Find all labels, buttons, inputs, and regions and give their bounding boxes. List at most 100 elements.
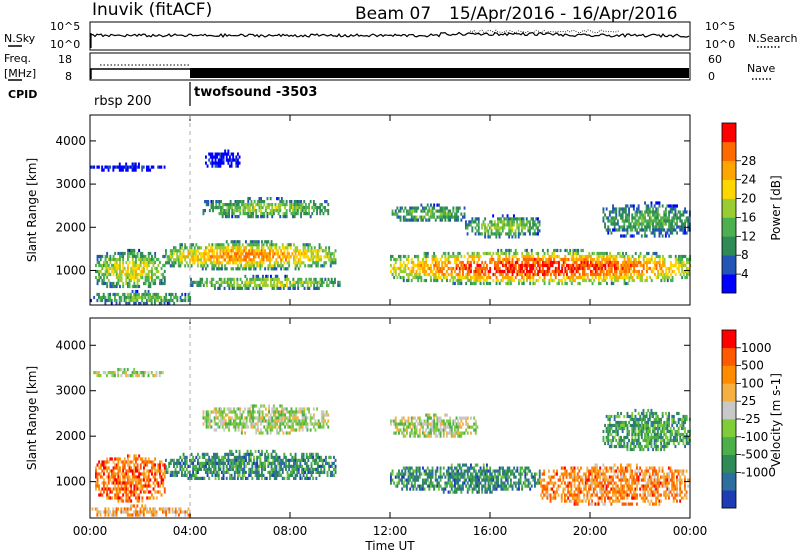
- power-echo-cell: [283, 261, 286, 265]
- power-echo-cell: [185, 261, 188, 265]
- nsearch-trace: [469, 29, 621, 34]
- power-echo-cell: [510, 263, 512, 268]
- power-echo-cell: [240, 249, 243, 253]
- velocity-echo-cell: [216, 416, 219, 420]
- power-echo-cell: [165, 295, 168, 300]
- power-echo-cell: [506, 278, 509, 283]
- velocity-echo-cell: [173, 461, 175, 465]
- power-echo-cell: [452, 278, 455, 283]
- velocity-echo-cell: [317, 455, 319, 459]
- power-echo-cell: [311, 212, 314, 216]
- velocity-echo-cell: [244, 407, 246, 411]
- velocity-echo-cell: [240, 458, 243, 462]
- velocity-echo-cell: [470, 431, 472, 435]
- power-echo-cell: [498, 260, 501, 265]
- power-echo-cell: [228, 203, 230, 207]
- program-twofsound: twofsound -3503: [194, 85, 317, 100]
- power-echo-cell: [574, 272, 576, 277]
- power-echo-cell: [434, 275, 437, 280]
- power-echo-cell: [272, 267, 275, 271]
- velocity-echo-cell: [227, 461, 230, 465]
- power-echo-cell: [583, 275, 586, 280]
- velocity-echo-cell: [282, 410, 285, 414]
- power-echo-cell: [146, 278, 149, 283]
- power-echo-cell: [218, 277, 221, 281]
- power-echo-cell: [524, 263, 527, 268]
- velocity-echo-cell: [298, 410, 301, 414]
- power-echo-cell: [117, 292, 120, 297]
- power-echo-cell: [543, 278, 546, 283]
- power-echo-cell: [190, 243, 193, 247]
- power-echo-cell: [442, 215, 445, 219]
- power-echo-cell: [277, 203, 280, 207]
- power-echo-cell: [227, 152, 230, 156]
- power-echo-cell: [428, 272, 431, 277]
- power-echo-cell: [665, 266, 668, 271]
- power-echo-cell: [503, 275, 506, 280]
- velocity-echo-cell: [261, 467, 263, 471]
- power-echo-cell: [149, 260, 152, 265]
- power-colorbar-swatch: [722, 141, 736, 162]
- velocity-echo-cell: [297, 470, 300, 474]
- power-colorbar-label: Power [dB]: [769, 175, 783, 240]
- power-echo-cell: [107, 266, 110, 271]
- power-echo-cell: [650, 231, 653, 235]
- velocity-echo-cell: [195, 470, 198, 474]
- power-echo-cell: [460, 275, 463, 280]
- power-echo-cell: [245, 246, 247, 250]
- power-echo-cell: [610, 222, 613, 226]
- power-echo-cell: [529, 229, 531, 233]
- power-echo-cell: [117, 165, 120, 169]
- power-echo-cell: [484, 266, 487, 271]
- power-echo-cell: [607, 228, 610, 232]
- power-echo-cell: [232, 261, 235, 265]
- velocity-echo-cell: [268, 425, 270, 429]
- power-echo-cell: [327, 212, 330, 216]
- power-echo-cell: [470, 275, 472, 280]
- freq-unit-label: [MHz]: [4, 67, 36, 80]
- power-echo-cell: [604, 266, 607, 271]
- power-echo-cell: [530, 226, 533, 230]
- velocity-echo-cell: [323, 464, 326, 468]
- power-echo-cell: [479, 281, 482, 286]
- velocity-echo-cell: [239, 419, 242, 423]
- velocity-echo-cell: [123, 371, 126, 375]
- power-echo-cell: [409, 212, 412, 216]
- power-echo-cell: [122, 284, 125, 289]
- power-echo-cell: [606, 275, 608, 280]
- power-echo-cell: [624, 216, 627, 220]
- power-echo-cell: [231, 206, 234, 210]
- power-echo-cell: [208, 255, 211, 259]
- velocity-echo-cell: [402, 434, 405, 438]
- velocity-echo-cell: [428, 422, 431, 426]
- power-echo-cell: [297, 252, 300, 256]
- power-echo-cell: [181, 258, 183, 262]
- power-echo-cell: [275, 252, 278, 256]
- power-echo-cell: [654, 263, 656, 268]
- power-echo-cell: [270, 264, 273, 268]
- power-echo-cell: [221, 209, 224, 213]
- power-echo-cell: [249, 280, 252, 284]
- power-echo-cell: [628, 269, 631, 274]
- power-echo-cell: [628, 213, 630, 217]
- velocity-echo-cell: [182, 452, 185, 456]
- power-echo-cell: [133, 248, 136, 253]
- power-echo-cell: [647, 225, 650, 229]
- velocity-echo-cell: [174, 467, 177, 471]
- power-echo-cell: [222, 249, 225, 253]
- velocity-echo-cell: [285, 461, 287, 465]
- power-echo-cell: [554, 269, 557, 274]
- power-echo-cell: [624, 207, 627, 211]
- power-echo-cell: [436, 275, 439, 280]
- velocity-echo-cell: [264, 455, 267, 459]
- power-echo-cell: [118, 301, 121, 306]
- velocity-echo-cell: [206, 458, 209, 462]
- power-echo-cell: [454, 212, 456, 216]
- power-echo-cell: [474, 275, 477, 280]
- power-echo-cell: [471, 254, 474, 259]
- power-echo-cell: [585, 263, 588, 268]
- power-echo-cell: [99, 298, 102, 303]
- power-echo-cell: [255, 274, 258, 278]
- velocity-echo-cell: [211, 455, 214, 459]
- power-echo-cell: [602, 278, 605, 283]
